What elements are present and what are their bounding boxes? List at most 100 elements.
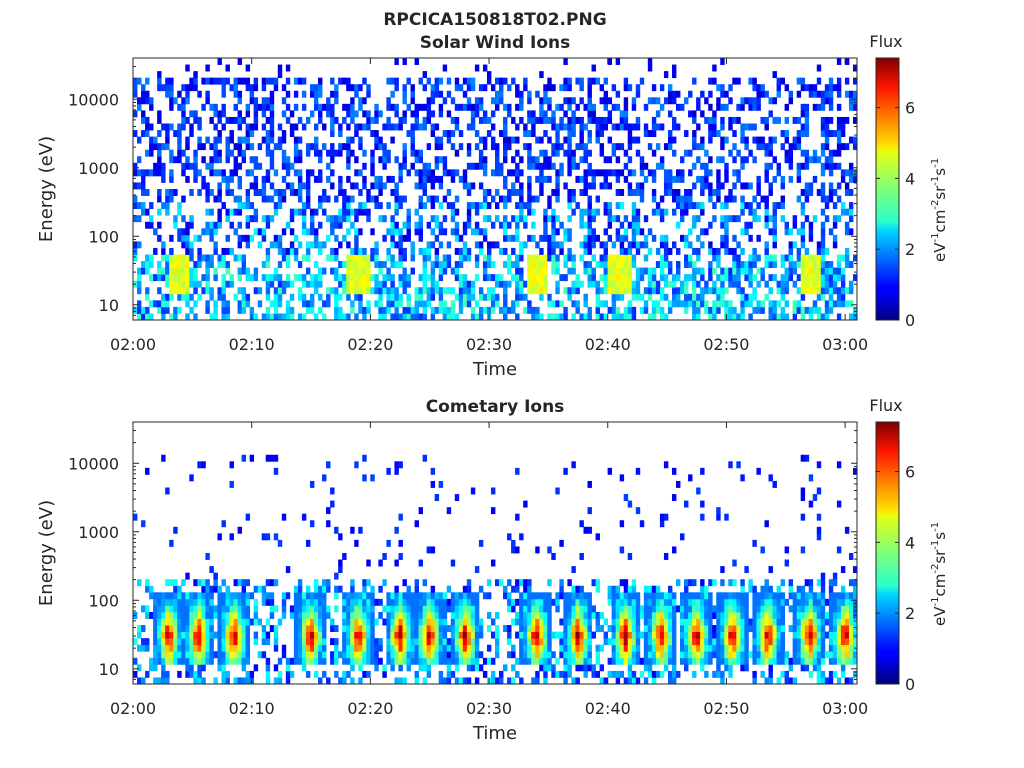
heatmap-cell [567,293,572,301]
heatmap-cell [519,579,524,587]
heatmap-cell [466,657,472,665]
heatmap-cell [185,64,190,72]
heatmap-cell [490,274,496,282]
heatmap-cell [720,300,725,308]
heatmap-cell [539,71,544,79]
heatmap-cell [181,84,186,92]
heatmap-cell [358,657,363,665]
heatmap-cell [221,123,226,131]
heatmap-cell [402,195,407,203]
heatmap-cell [466,149,472,157]
heatmap-cell [366,261,371,268]
heatmap-cell [434,156,440,164]
heatmap-cell [543,644,548,652]
heatmap-cell [531,280,536,288]
heatmap-cell [563,97,568,105]
heatmap-cell [482,84,488,92]
heatmap-cell [756,300,761,308]
heatmap-cell [466,651,472,659]
heatmap-cell [659,618,665,626]
heatmap-cell [663,513,669,521]
heatmap-cell [346,162,351,170]
heatmap-cell [165,84,170,92]
heatmap-cell [402,605,407,613]
heatmap-cell [567,202,572,210]
heatmap-cell [470,611,476,619]
heatmap-cell [249,670,255,678]
heatmap-cell [756,202,761,210]
heatmap-cell [185,644,190,652]
heatmap-cell [495,241,500,249]
heatmap-cell [752,247,757,255]
heatmap-cell [659,123,665,131]
heatmap-cell [820,208,826,216]
heatmap-cell [696,313,701,321]
heatmap-cell [309,143,315,151]
heatmap-cell [704,280,709,288]
heatmap-cell [466,618,472,626]
heatmap-cell [358,651,363,659]
heatmap-cell [555,130,560,137]
heatmap-cell [659,313,665,321]
heatmap-cell [539,103,544,111]
heatmap-cell [209,638,214,646]
heatmap-cell [696,644,701,652]
heatmap-cell [840,123,846,131]
heatmap-cell [563,631,568,639]
heatmap-cell [245,64,251,72]
heatmap-cell [523,306,528,314]
heatmap-cell [615,287,621,295]
heatmap-cell [696,234,701,242]
heatmap-cell [245,579,251,587]
heatmap-cell [744,261,749,268]
heatmap-cell [153,598,158,606]
heatmap-cell [692,592,697,600]
heatmap-cell [631,638,637,646]
heatmap-cell [611,267,617,275]
heatmap-cell [414,579,419,587]
heatmap-cell [482,234,488,242]
heatmap-cell [193,677,198,685]
heatmap-cell [233,579,238,587]
heatmap-cell [571,657,576,665]
heatmap-cell [454,84,460,92]
heatmap-cell [406,234,411,242]
heatmap-cell [342,651,347,659]
heatmap-cell [181,625,186,632]
heatmap-cell [161,313,166,321]
heatmap-cell [394,625,399,632]
heatmap-cell [358,644,363,652]
heatmap-cell [547,293,552,301]
heatmap-cell [289,280,295,288]
heatmap-cell [305,280,311,288]
heatmap-cell [281,254,287,262]
heatmap-cell [547,313,552,321]
heatmap-cell [531,592,536,600]
heatmap-cell [478,116,484,124]
heatmap-cell [197,123,202,131]
heatmap-cell [486,261,492,268]
heatmap-cell [800,162,806,170]
heatmap-cell [181,215,186,223]
heatmap-cell [350,103,355,111]
heatmap-cell [410,611,415,619]
heatmap-cell [482,254,488,262]
heatmap-cell [249,169,255,177]
heatmap-cell [133,670,138,678]
heatmap-cell [221,103,226,111]
heatmap-cell [712,254,717,262]
heatmap-cell [394,467,399,475]
heatmap-cell [189,130,194,137]
heatmap-cell [547,84,552,92]
heatmap-cell [655,202,661,210]
heatmap-cell [454,103,460,111]
heatmap-cell [736,149,741,157]
heatmap-cell [736,274,741,282]
heatmap-cell [575,625,580,632]
heatmap-cell [358,247,363,255]
heatmap-cell [458,598,464,606]
heatmap-cell [535,598,540,606]
heatmap-cell [700,618,705,626]
heatmap-cell [676,267,681,275]
heatmap-cell [543,651,548,659]
